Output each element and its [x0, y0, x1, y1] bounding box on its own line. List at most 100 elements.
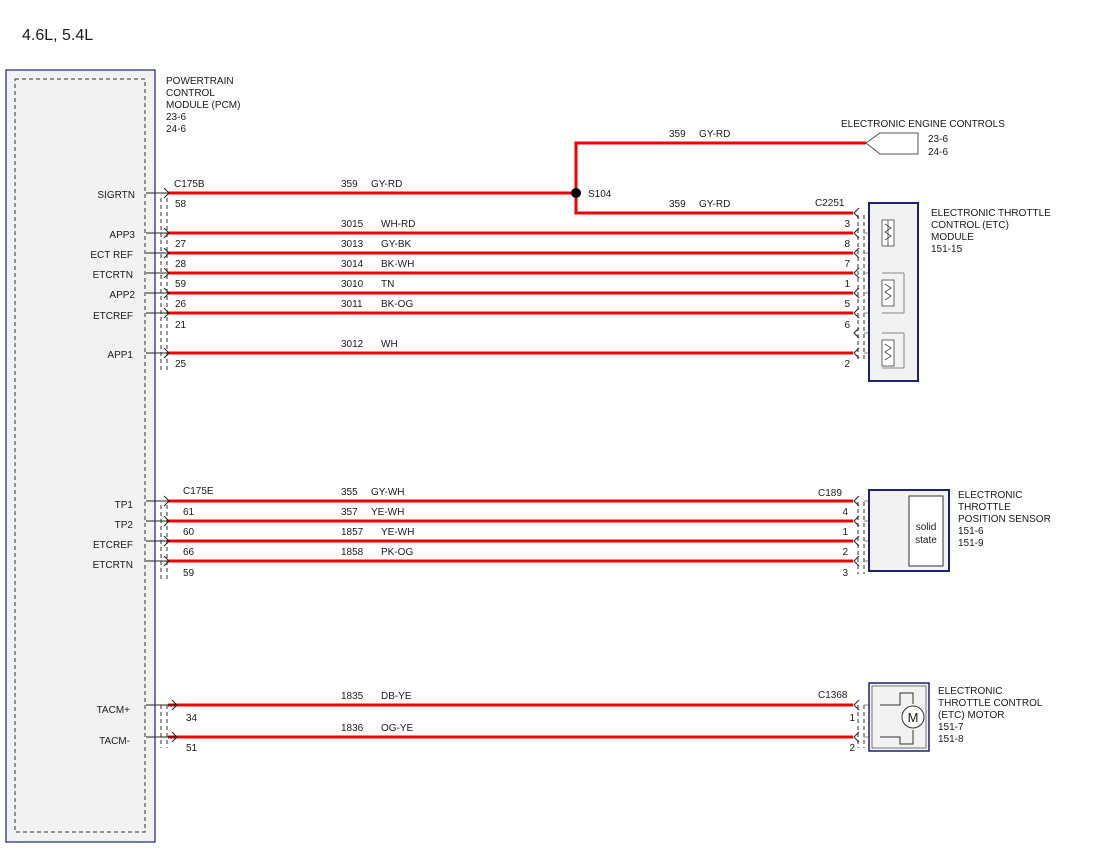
wire-circuit-label: 3010 — [341, 279, 364, 290]
pcm-label: POWERTRAIN CONTROL MODULE (PCM) 23-6 24-… — [166, 76, 240, 135]
etc-motor-label-line: (ETC) MOTOR — [938, 710, 1004, 721]
pcm-pin-labels: SIGRTN APP3 ECT REF ETCRTN APP2 ETCREF A… — [90, 190, 135, 747]
pin-label-etcref-2: ETCREF — [93, 540, 133, 551]
wire-color-label: WH — [381, 339, 398, 350]
pcm-label-line: CONTROL — [166, 88, 215, 99]
etc-motor-label-line: 151-8 — [938, 734, 964, 745]
wire-359-to-etc — [574, 193, 853, 215]
pcm-pin-number: 61 — [183, 507, 195, 518]
device-pin-number: 8 — [844, 239, 850, 250]
device-pin-number: 1 — [842, 527, 848, 538]
wire-circuit-label: 1858 — [341, 547, 364, 558]
resistor-icon — [881, 339, 895, 367]
device-pin-number: 3 — [844, 219, 850, 230]
wire-circuit-label: 359 — [669, 129, 686, 140]
pcm-pin-number: 26 — [175, 299, 187, 310]
wire-circuit-label: 1835 — [341, 691, 364, 702]
wire-color-label: GY-RD — [699, 129, 730, 140]
pin-label-sigrtn: SIGRTN — [97, 190, 135, 201]
device-pin-number: 2 — [842, 547, 848, 558]
wire-circuit-label: 3015 — [341, 219, 364, 230]
wire-color-label: GY-BK — [381, 239, 412, 250]
device-pin-number: 3 — [842, 568, 848, 579]
device-pin-number: 2 — [844, 359, 850, 370]
etc-module-label: ELECTRONIC THROTTLE CONTROL (ETC) MODULE… — [931, 208, 1051, 255]
wire-359-to-eec — [574, 141, 866, 193]
pcm-pin-number: 34 — [186, 713, 198, 724]
pcm-label-line: 24-6 — [166, 124, 186, 135]
tp-sensor-label: ELECTRONIC THROTTLE POSITION SENSOR 151-… — [958, 490, 1051, 549]
pcm-pin-arrows — [146, 187, 178, 743]
pcm-pin-number: 66 — [183, 547, 195, 558]
pcm-pin-number: 25 — [175, 359, 187, 370]
pin-label-etcrtn: ETCRTN — [93, 270, 133, 281]
wire-color-label: PK-OG — [381, 547, 413, 558]
connector-c189: C189 — [818, 488, 842, 499]
etc-motor-label-line: THROTTLE CONTROL — [938, 698, 1043, 709]
pcm-pin-numbers: 58 27 28 59 26 21 25 61 60 66 59 34 51 — [175, 199, 198, 754]
etc-module-label-line: 151-15 — [931, 244, 963, 255]
pcm-pin-number: 51 — [186, 743, 198, 754]
wire-circuit-label: 357 — [341, 507, 358, 518]
pin-label-etcrtn-2: ETCRTN — [93, 560, 133, 571]
device-pin-number: 5 — [844, 299, 850, 310]
wire-circuit-label: 1857 — [341, 527, 364, 538]
wire-color-label: OG-YE — [381, 723, 414, 734]
eec-ref: 23-6 — [928, 134, 948, 145]
wire-color-label: GY-RD — [699, 199, 730, 210]
pin-label-tp2: TP2 — [115, 520, 134, 531]
device-pin-number: 7 — [844, 259, 850, 270]
pcm-pin-number: 28 — [175, 259, 187, 270]
splice-dot — [571, 188, 581, 198]
pcm-module — [5, 69, 156, 843]
wire-color-label: GY-RD — [371, 179, 402, 190]
wire-color-label: YE-WH — [371, 507, 404, 518]
pcm-pin-number: 27 — [175, 239, 187, 250]
wire-color-label: YE-WH — [381, 527, 414, 538]
wire-color-label: WH-RD — [381, 219, 415, 230]
etc-motor: M — [868, 682, 930, 752]
tp-sensor-label-line: POSITION SENSOR — [958, 514, 1051, 525]
device-pin-arrows — [853, 207, 860, 743]
etc-module-label-line: ELECTRONIC THROTTLE — [931, 208, 1051, 219]
wire-labels: 359 GY-RD 359 GY-RD 359 GY-RD 3015 WH-RD… — [341, 129, 730, 734]
device-pin-number: 4 — [842, 507, 848, 518]
pin-label-etcref: ETCREF — [93, 311, 133, 322]
connector-c1368: C1368 — [818, 690, 848, 701]
etc-module-label-line: MODULE — [931, 232, 974, 243]
wire-circuit-label: 359 — [341, 179, 358, 190]
eec-ref: 24-6 — [928, 147, 948, 158]
eec-reference: ELECTRONIC ENGINE CONTROLS 23-6 24-6 — [841, 119, 1005, 158]
device-pin-number: 1 — [849, 713, 855, 724]
pcm-pin-number: 59 — [183, 568, 195, 579]
pcm-pin-number: 59 — [175, 279, 187, 290]
eec-title: ELECTRONIC ENGINE CONTROLS — [841, 119, 1005, 130]
wire-circuit-label: 355 — [341, 487, 358, 498]
splice-label: S104 — [588, 189, 612, 200]
pcm-pin-number: 60 — [183, 527, 195, 538]
etc-module-label-line: CONTROL (ETC) — [931, 220, 1009, 231]
page-title: 4.6L, 5.4L — [22, 27, 93, 44]
tp-sensor: solid state — [868, 489, 950, 572]
etc-motor-label-line: 151-7 — [938, 722, 964, 733]
pin-label-tp1: TP1 — [115, 500, 134, 511]
wire-color-label: BK-WH — [381, 259, 414, 270]
wire-color-label: BK-OG — [381, 299, 413, 310]
etc-module — [868, 202, 919, 382]
solid-state-text: solid — [916, 522, 937, 533]
connector-c175b: C175B — [174, 179, 205, 190]
connector-c2251: C2251 — [815, 198, 845, 209]
pin-label-app3: APP3 — [109, 230, 135, 241]
device-pin-number: 1 — [844, 279, 850, 290]
wire-color-label: DB-YE — [381, 691, 412, 702]
solid-state-text: state — [915, 535, 937, 546]
pcm-label-line: 23-6 — [166, 112, 186, 123]
wire-circuit-label: 3013 — [341, 239, 364, 250]
wire-circuit-label: 3014 — [341, 259, 364, 270]
motor-icon — [901, 705, 925, 729]
wire-circuit-label: 3011 — [341, 299, 363, 310]
solid-state-block — [908, 495, 944, 567]
pin-label-ect-ref: ECT REF — [90, 250, 133, 261]
etc-motor-label: ELECTRONIC THROTTLE CONTROL (ETC) MOTOR … — [938, 686, 1043, 745]
